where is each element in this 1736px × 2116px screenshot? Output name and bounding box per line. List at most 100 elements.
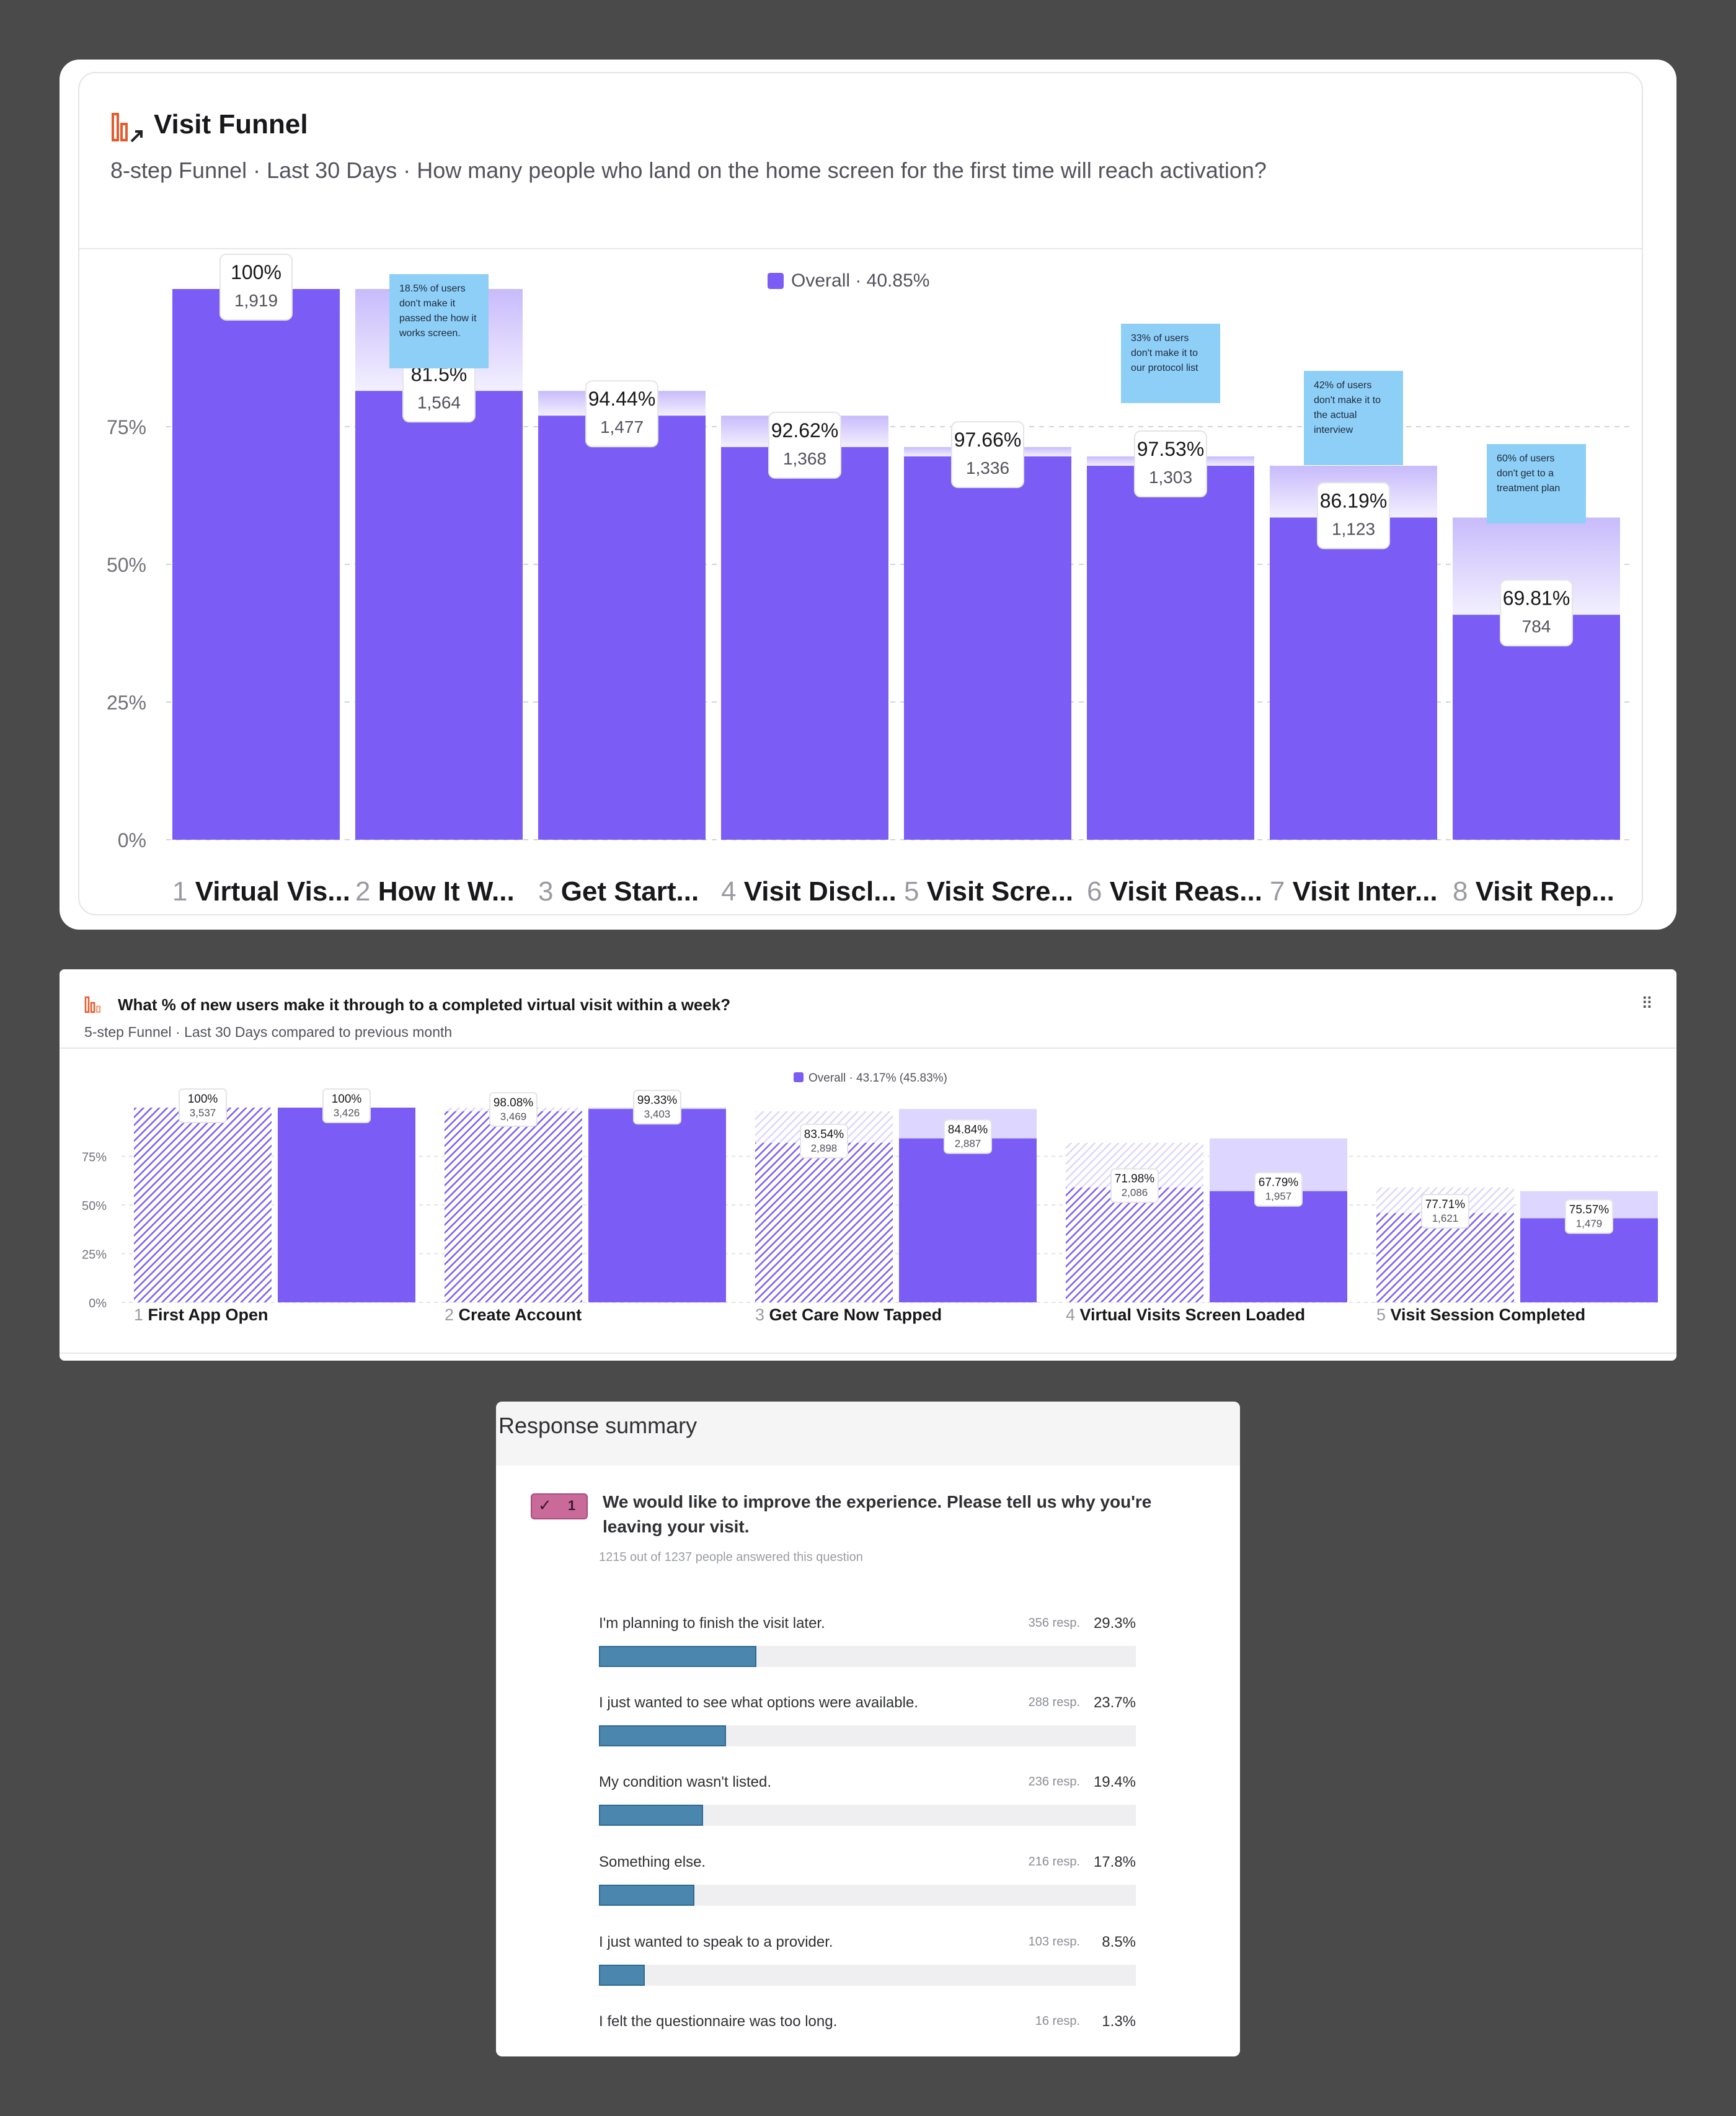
step-number: 5 — [1376, 1305, 1391, 1324]
response-bar-track — [599, 1646, 1136, 1667]
annotation-note — [1121, 324, 1220, 403]
question-badge[interactable]: ✓ 1 — [531, 1493, 588, 1519]
y-tick-label: 75% — [82, 1151, 107, 1165]
bar-label-box — [1565, 1199, 1613, 1234]
step-conversion-label: 97.66% — [954, 429, 1022, 451]
annotation-text: don't get to a — [1497, 468, 1554, 479]
step-number: 1 — [134, 1305, 148, 1324]
response-percent: 17.8% — [1093, 1854, 1136, 1870]
step-count-label: 1,621 — [1432, 1212, 1459, 1224]
step-conversion-label: 92.62% — [771, 419, 839, 442]
step-name: Get Start... — [561, 876, 699, 907]
response-bar-track — [599, 1885, 1136, 1906]
annotation-text: don't make it to — [1131, 348, 1198, 358]
y-tick-label: 0% — [118, 829, 146, 851]
drag-handle-icon[interactable]: ⠿ — [1641, 994, 1653, 1013]
step-name: Create Account — [459, 1305, 582, 1324]
chart-subtitle: 8-step Funnel · Last 30 Days · How many … — [110, 158, 1267, 183]
bar-label-box — [1500, 579, 1573, 647]
footer-divider — [60, 1353, 1676, 1354]
x-axis-label: 3 Get Care Now Tapped — [755, 1305, 942, 1324]
annotation-text: 33% of users — [1131, 333, 1189, 344]
bar-label-box — [585, 380, 658, 448]
chart-title[interactable]: What % of new users make it through to a… — [118, 995, 731, 1014]
step-name: How It W... — [378, 876, 515, 907]
bar-label-box — [951, 420, 1024, 488]
response-row: Something else. 216 resp. 17.8% — [599, 1854, 1136, 1928]
bar-label-box — [1134, 430, 1207, 498]
step-count-label: 3,426 — [334, 1107, 360, 1119]
response-row: My condition wasn't listed. 236 resp. 19… — [599, 1774, 1136, 1848]
response-bar-track — [599, 1725, 1136, 1746]
checkmark-icon: ✓ — [538, 1496, 552, 1514]
response-label: I'm planning to finish the visit later. — [599, 1615, 825, 1632]
annotation-text: interview — [1314, 425, 1353, 435]
response-count: 356 resp. — [1028, 1616, 1080, 1630]
step-number: 3 — [755, 1305, 769, 1324]
response-summary-card: Response summary ✓ 1 We would like to im… — [496, 1402, 1240, 2056]
response-row: I just wanted to speak to a provider. 10… — [599, 1934, 1136, 2008]
response-bar — [599, 1725, 727, 1746]
step-count-label: 1,957 — [1265, 1191, 1292, 1202]
step-number: 4 — [721, 876, 744, 907]
funnel-report-icon — [112, 113, 143, 143]
step-name: Virtual Vis... — [195, 876, 350, 907]
response-count: 103 resp. — [1028, 1935, 1080, 1949]
step-number: 6 — [1087, 876, 1110, 907]
y-tick-label: 0% — [89, 1297, 107, 1310]
bar-label-box — [633, 1090, 681, 1125]
legend-swatch — [768, 273, 784, 289]
step-count-label: 2,887 — [955, 1138, 981, 1150]
step-conversion-label: 86.19% — [1320, 490, 1388, 512]
x-axis-label: 4 Virtual Visits Screen Loaded — [1066, 1305, 1305, 1324]
chart-title[interactable]: Visit Funnel — [154, 109, 308, 140]
step-number: 3 — [538, 876, 561, 907]
step-conversion-label: 75.57% — [1569, 1203, 1610, 1216]
annotation-text: treatment plan — [1497, 483, 1560, 494]
step-conversion-label: 98.08% — [494, 1096, 534, 1109]
step-conversion-label: 100% — [332, 1093, 362, 1106]
response-bar — [599, 1885, 695, 1906]
step-conversion-label: 77.71% — [1425, 1198, 1466, 1211]
bar-label-box — [322, 1088, 371, 1123]
question-text: We would like to improve the experience.… — [603, 1492, 1152, 1536]
response-percent: 1.3% — [1102, 2013, 1136, 2030]
previous-period-bar — [445, 1111, 582, 1302]
bar-label-box — [1254, 1171, 1303, 1207]
annotation-text: the actual — [1314, 410, 1357, 420]
funnel-bar — [904, 456, 1071, 840]
step-name: First App Open — [148, 1305, 268, 1324]
annotation-text: passed the how it — [399, 313, 477, 324]
step-conversion-label: 99.33% — [637, 1094, 678, 1107]
y-tick-label: 25% — [82, 1248, 107, 1262]
bar-label-box — [1317, 482, 1390, 549]
header-divider — [79, 248, 1642, 249]
response-bar — [599, 1805, 703, 1826]
y-tick-label: 50% — [82, 1199, 107, 1213]
bar-label-box — [944, 1119, 992, 1154]
funnel-bar — [1453, 615, 1620, 840]
bar-label-box — [179, 1088, 227, 1123]
x-axis-label: 1 Virtual Vis... — [172, 876, 350, 907]
bar-label-box — [1110, 1168, 1159, 1203]
step-conversion-label: 100% — [231, 261, 281, 283]
y-tick-label: 25% — [107, 691, 146, 714]
response-row: I felt the questionnaire was too long. 1… — [599, 2013, 1136, 2056]
step-count-label: 1,368 — [783, 449, 826, 468]
legend-label: Overall · 40.85% — [791, 270, 929, 291]
legend-label: Overall · 43.17% (45.83%) — [808, 1072, 947, 1085]
x-axis-label: 5 Visit Scre... — [904, 876, 1073, 907]
completed-visit-funnel-chart: Overall · 43.17% (45.83%) 0% 25% 50% 75% 100%… — [82, 1072, 1659, 1324]
step-number: 7 — [1270, 876, 1293, 907]
funnel-bar — [1270, 517, 1437, 840]
step-name: Visit Rep... — [1476, 876, 1614, 907]
funnel-report-icon — [84, 996, 101, 1013]
response-count: 288 resp. — [1028, 1696, 1080, 1709]
response-percent: 19.4% — [1093, 1774, 1136, 1790]
visit-funnel-chart: Overall · 40.85% 0% 25% 50% 75% 100% 1,919 1 Vi… — [107, 254, 1629, 907]
response-label: I felt the questionnaire was too long. — [599, 2013, 838, 2030]
bar-label-box — [1421, 1194, 1469, 1229]
response-label: Something else. — [599, 1854, 706, 1870]
response-percent: 8.5% — [1102, 1934, 1136, 1950]
x-axis-label: 5 Visit Session Completed — [1376, 1305, 1585, 1324]
